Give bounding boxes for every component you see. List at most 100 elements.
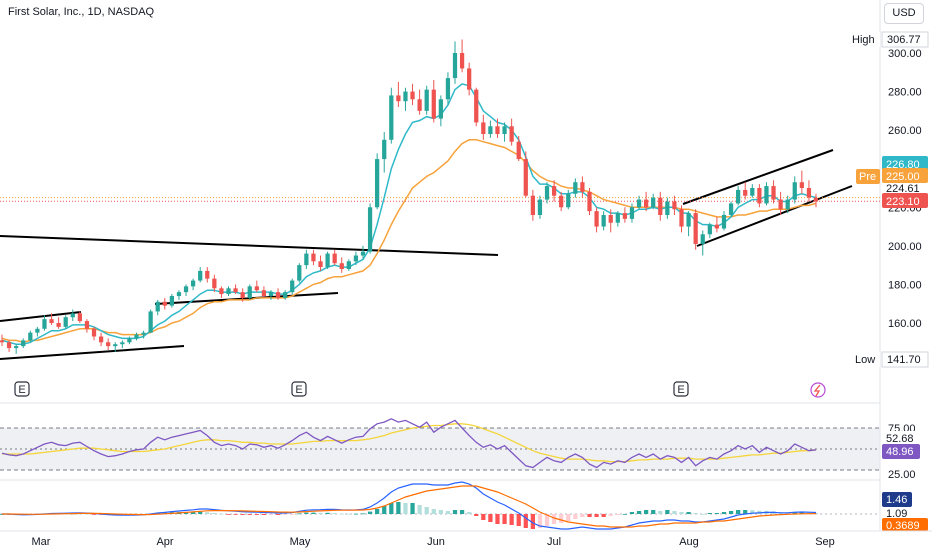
- candle-body: [283, 292, 288, 298]
- macd-histogram-bar: [452, 510, 458, 514]
- candle-body: [445, 78, 451, 100]
- candle-body: [318, 261, 323, 268]
- candle-body: [360, 251, 366, 256]
- currency-button[interactable]: USD: [884, 3, 924, 24]
- candle-body: [622, 213, 628, 219]
- candle-body: [580, 182, 585, 192]
- low-value: 141.70: [887, 354, 921, 366]
- macd-histogram-bar: [629, 512, 635, 514]
- candle-body: [750, 188, 755, 196]
- macd-histogram-bar: [382, 506, 387, 514]
- signal-line: [2, 485, 817, 528]
- macd-histogram-bar: [205, 512, 210, 514]
- candle-body: [120, 342, 125, 345]
- pre-tag: Pre: [859, 171, 876, 183]
- macd-histogram-bar: [551, 514, 557, 524]
- pre-value-box: [882, 168, 928, 183]
- macd-histogram-bar: [254, 514, 259, 515]
- candle-body: [672, 201, 677, 210]
- date-tick-label: Jun: [427, 536, 445, 548]
- candle-body: [205, 270, 210, 279]
- candle-body: [162, 301, 167, 306]
- macd-histogram-bar: [594, 514, 599, 517]
- macd-histogram-bar: [601, 514, 606, 517]
- macd-histogram-bar: [502, 514, 507, 524]
- macd-histogram-bar: [679, 512, 684, 514]
- candle-body: [778, 199, 783, 210]
- candle-body: [488, 126, 493, 134]
- macd-histogram-bar: [651, 510, 656, 514]
- candle-body: [813, 197, 819, 202]
- candle-body: [481, 122, 486, 134]
- macd-histogram-bar: [728, 511, 734, 514]
- macd-line: [2, 481, 817, 530]
- last-value-box: [882, 193, 928, 208]
- low-value-box: [881, 351, 929, 368]
- macd-histogram-bar: [707, 513, 712, 514]
- macd-histogram-bar: [481, 514, 486, 520]
- candle-body: [587, 191, 592, 212]
- rsi-value-box: [882, 444, 920, 459]
- macd-histogram-bar: [686, 512, 691, 514]
- candle-body: [113, 344, 118, 347]
- candle-body: [14, 346, 19, 349]
- signal-value-box: [882, 518, 928, 531]
- high-label-box: [848, 32, 880, 47]
- macd-histogram-bar: [573, 514, 578, 519]
- macd-histogram-bar: [261, 514, 267, 515]
- candle-body: [176, 292, 182, 296]
- candle-body: [21, 340, 26, 347]
- high-label: High: [852, 34, 875, 46]
- macd-histogram-bar: [608, 514, 613, 516]
- candle-body: [700, 234, 705, 244]
- macd-histogram-bar: [268, 514, 274, 515]
- macd-histogram-bar: [693, 513, 698, 514]
- candle-body: [247, 286, 252, 298]
- candle-body: [190, 280, 196, 287]
- macd-histogram-bar: [275, 514, 281, 515]
- macd-histogram-bar: [226, 514, 231, 515]
- candle-body: [325, 253, 330, 268]
- ema-slow-value: 224.61: [886, 183, 920, 195]
- macd-histogram-bar: [283, 514, 288, 515]
- low-label-box: [853, 352, 880, 367]
- candle-body: [594, 211, 599, 227]
- date-tick-label: Jul: [547, 536, 561, 548]
- macd-histogram-bar: [325, 512, 330, 514]
- candle-body: [806, 188, 812, 198]
- macd-histogram-bar: [84, 513, 90, 515]
- candle-body: [417, 99, 422, 111]
- candle-body: [629, 207, 635, 219]
- macd-histogram-bar: [332, 513, 337, 514]
- trendline: [696, 185, 853, 247]
- macd-histogram-bar: [311, 512, 316, 514]
- candle-body: [290, 280, 295, 293]
- candle-body: [721, 215, 727, 229]
- candle-body: [693, 213, 698, 244]
- candle-body: [792, 182, 797, 200]
- candle-body: [346, 261, 351, 269]
- earnings-marker-label: E: [677, 384, 684, 396]
- candle-body: [49, 319, 54, 323]
- rsi-ma-value: 52.68: [886, 433, 914, 445]
- candle-body: [523, 159, 528, 196]
- macd-histogram-bar: [750, 510, 755, 514]
- macd-histogram-bar: [672, 511, 677, 514]
- trendline: [154, 292, 339, 305]
- candle-body: [134, 334, 139, 339]
- candle-body: [339, 263, 344, 269]
- candle-body: [91, 328, 97, 337]
- pre-value: 225.00: [886, 171, 920, 183]
- macd-histogram-bar: [714, 513, 720, 514]
- candle-body: [35, 328, 40, 333]
- macd-histogram-bar: [813, 512, 819, 514]
- candle-body: [304, 253, 309, 266]
- macd-histogram-bar: [636, 511, 642, 514]
- macd-histogram-bar: [389, 503, 394, 514]
- candle-body: [275, 292, 281, 298]
- rsi-ma-box: [882, 431, 920, 446]
- candle-body: [643, 199, 649, 208]
- date-tick-label: Apr: [156, 536, 173, 548]
- candle-body: [198, 270, 203, 281]
